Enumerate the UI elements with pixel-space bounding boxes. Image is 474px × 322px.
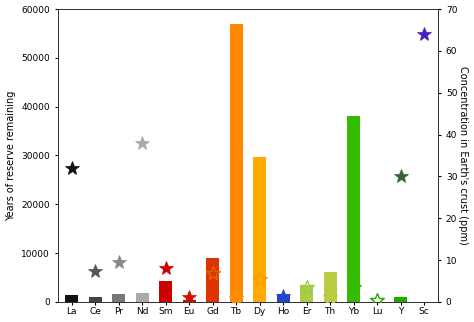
Bar	[324, 272, 337, 302]
Bar	[300, 285, 313, 302]
Y-axis label: Years of reserve remaining: Years of reserve remaining	[6, 90, 16, 221]
Bar	[89, 298, 101, 302]
Bar	[159, 281, 172, 302]
Bar	[229, 24, 243, 302]
Bar	[206, 258, 219, 302]
Bar	[394, 298, 407, 302]
Y-axis label: Concentration in Earth's crust (ppm): Concentration in Earth's crust (ppm)	[458, 66, 468, 245]
Bar	[347, 117, 360, 302]
Bar	[277, 294, 290, 302]
Bar	[253, 157, 266, 302]
Bar	[182, 300, 196, 302]
Bar	[112, 294, 125, 302]
Bar	[65, 295, 78, 302]
Bar	[136, 293, 148, 302]
